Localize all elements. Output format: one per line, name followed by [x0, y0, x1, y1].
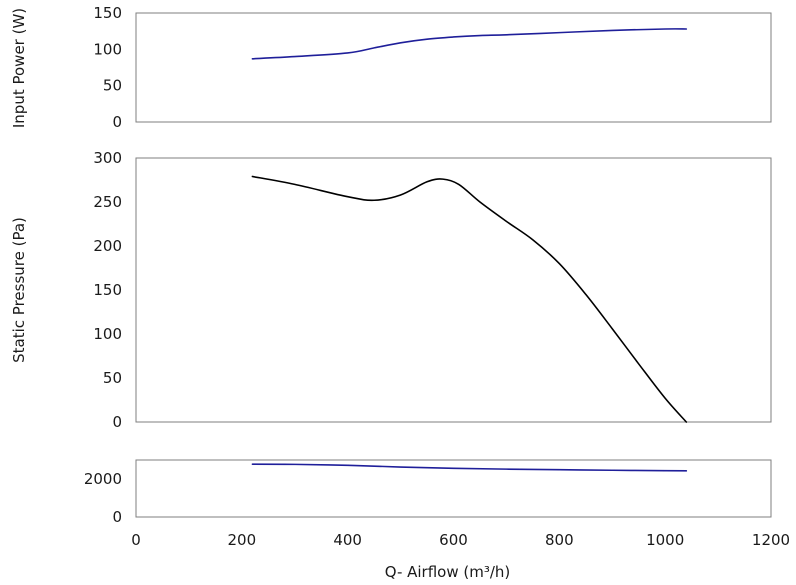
power-y-tick-label: 50 [103, 77, 122, 95]
panel-speed: 0 2000 Speed (rpm) 0 200 400 600 800 1000 1200 Q- … [10, 441, 790, 581]
pressure-y-axis-title: Static Pressure (Pa) [10, 217, 28, 363]
pressure-frame [135, 157, 772, 423]
speed-y-tick-label: 0 [112, 508, 122, 526]
pressure-series-line [251, 175, 688, 423]
x-tick-label: 400 [333, 531, 362, 549]
panel-power: 0 50 100 150 Input Power (W) [10, 4, 772, 131]
power-y-axis-title: Input Power (W) [10, 8, 28, 128]
speed-y-tick-label: 2000 [84, 470, 122, 488]
pressure-y-tick-label: 100 [93, 325, 122, 343]
pressure-y-tick-label: 150 [93, 281, 122, 299]
pressure-y-tick-label: 250 [93, 193, 122, 211]
x-tick-label: 1200 [752, 531, 790, 549]
x-tick-label: 1000 [646, 531, 684, 549]
speed-y-axis-title: Speed (rpm) [10, 441, 28, 535]
power-y-tick-label: 150 [93, 4, 122, 22]
x-axis-title: Q- Airflow (m³/h) [385, 563, 511, 581]
pressure-y-tick-label: 50 [103, 369, 122, 387]
power-series-line [251, 28, 688, 60]
power-y-tick-label: 100 [93, 40, 122, 58]
pressure-y-tick-label: 200 [93, 237, 122, 255]
x-tick-label: 800 [545, 531, 574, 549]
x-tick-label: 600 [439, 531, 468, 549]
pressure-y-tick-label: 300 [93, 149, 122, 167]
pressure-y-tick-label: 0 [112, 413, 122, 431]
speed-series-line [251, 463, 688, 472]
power-y-tick-label: 0 [112, 113, 122, 131]
x-tick-label: 0 [131, 531, 141, 549]
x-tick-label: 200 [228, 531, 257, 549]
power-frame [135, 12, 772, 123]
speed-frame [135, 459, 772, 518]
panel-pressure: 0 50 100 150 200 250 300 Static Pressure (Pa) [10, 149, 772, 431]
